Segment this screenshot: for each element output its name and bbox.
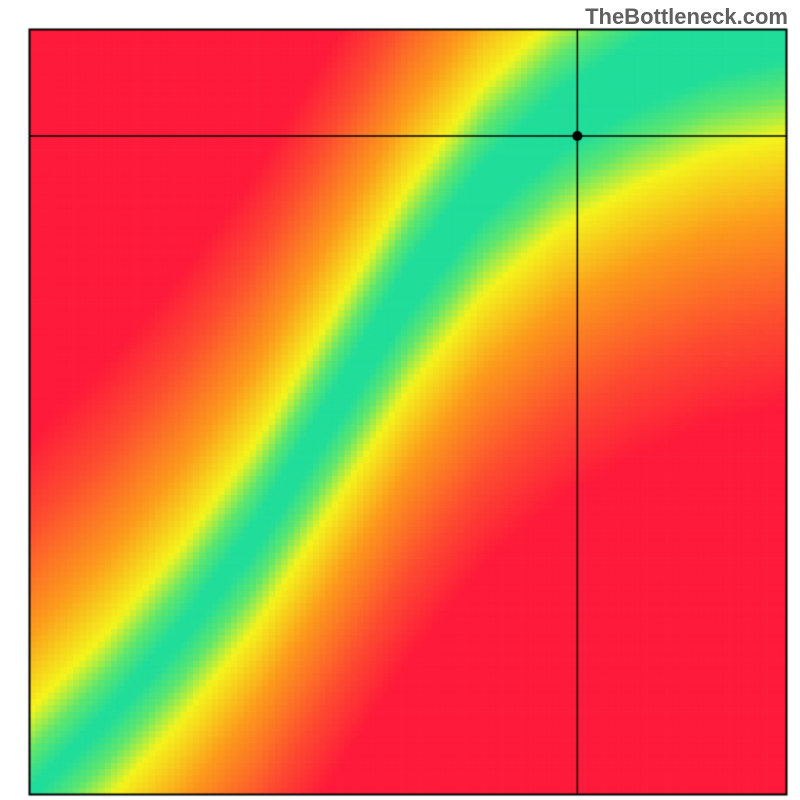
watermark-text: TheBottleneck.com <box>585 4 788 30</box>
bottleneck-heatmap <box>0 0 800 800</box>
chart-container: TheBottleneck.com <box>0 0 800 800</box>
